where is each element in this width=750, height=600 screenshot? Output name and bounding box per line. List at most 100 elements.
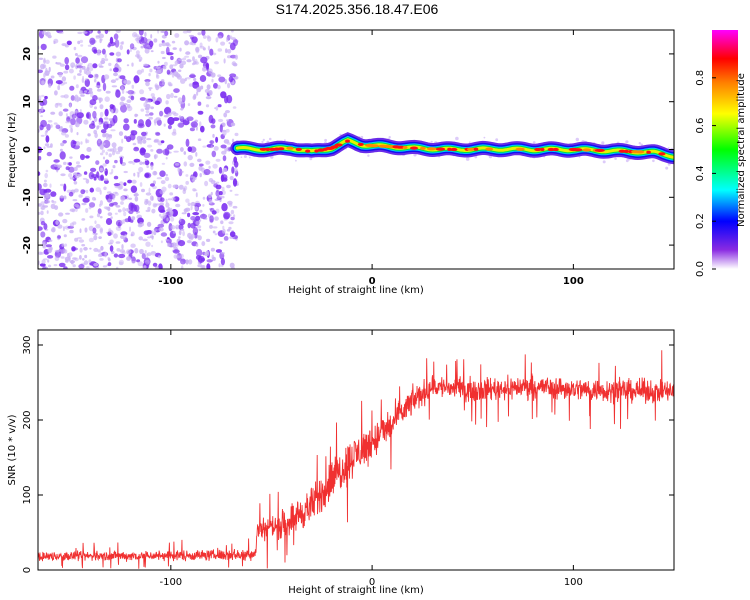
noise-blob [77, 73, 82, 76]
noise-blob [134, 113, 138, 118]
noise-blob [119, 44, 124, 51]
noise-blob [115, 78, 119, 81]
noise-blob [222, 225, 225, 230]
noise-blob [174, 60, 179, 65]
noise-blob [80, 153, 85, 161]
noise-blob [84, 90, 88, 93]
band-haze [465, 157, 470, 161]
noise-blob [167, 116, 175, 126]
y-tick-label: 200 [22, 410, 33, 429]
noise-blob [153, 139, 159, 143]
band-peak [473, 147, 479, 151]
noise-blob [104, 108, 109, 117]
noise-blob [184, 207, 191, 212]
noise-blob [88, 225, 94, 232]
noise-blob [41, 80, 45, 85]
noise-blob [148, 187, 151, 194]
noise-blob [78, 194, 83, 198]
noise-blob [195, 192, 198, 198]
noise-blob [165, 42, 170, 47]
noise-blob [76, 116, 83, 125]
noise-blob [112, 165, 116, 169]
noise-blob [59, 151, 66, 160]
noise-blob [74, 174, 80, 179]
noise-blob [38, 57, 44, 60]
noise-blob [223, 58, 226, 64]
noise-blob [69, 260, 76, 264]
noise-blob [199, 209, 203, 213]
band-peak [624, 149, 629, 153]
noise-blob [186, 77, 191, 80]
noise-blob [208, 165, 211, 169]
noise-blob [205, 160, 211, 165]
noise-blob [87, 133, 91, 137]
noise-blob [130, 185, 138, 193]
noise-blob [89, 30, 92, 33]
noise-blob [175, 255, 181, 259]
band-peak [450, 147, 458, 152]
noise-blob [50, 124, 53, 128]
noise-blob [99, 144, 104, 150]
noise-blob [115, 266, 119, 269]
noise-blob [189, 175, 196, 179]
noise-blob [165, 100, 169, 105]
spectrogram-noise-scatter [38, 30, 239, 269]
noise-blob [199, 213, 208, 219]
noise-blob [227, 82, 231, 89]
noise-blob [178, 236, 181, 239]
noise-blob [142, 139, 147, 144]
noise-blob [43, 223, 48, 230]
noise-blob [71, 113, 77, 119]
noise-blob [115, 151, 121, 155]
noise-blob [116, 248, 121, 252]
band-haze [455, 136, 459, 141]
noise-blob [139, 89, 145, 95]
noise-blob [54, 163, 59, 168]
noise-blob [143, 63, 149, 67]
noise-blob [54, 90, 58, 96]
band-haze [469, 141, 471, 144]
band-peak [552, 147, 559, 152]
noise-blob [46, 123, 51, 131]
band-haze [667, 147, 670, 149]
noise-blob [63, 94, 69, 99]
band-peak [402, 145, 408, 150]
noise-blob [63, 195, 67, 200]
noise-blob [153, 154, 159, 159]
noise-blob [230, 122, 236, 127]
noise-blob [228, 42, 231, 45]
band-peak [426, 147, 437, 151]
noise-blob [146, 44, 151, 48]
noise-blob [225, 233, 229, 236]
noise-blob [147, 144, 153, 148]
noise-blob [174, 33, 180, 38]
noise-blob [110, 79, 116, 83]
noise-blob [44, 95, 48, 100]
noise-blob [157, 60, 160, 64]
noise-blob [185, 180, 189, 185]
noise-blob [172, 47, 177, 50]
noise-blob [145, 110, 150, 114]
spectrogram-y-axis-label: Frequency (Hz) [7, 112, 18, 188]
noise-blob [201, 241, 206, 247]
y-tick-label: 20 [22, 47, 33, 61]
noise-blob [212, 230, 216, 234]
noise-blob [131, 84, 135, 89]
noise-blob [161, 162, 166, 165]
noise-blob [209, 48, 214, 56]
noise-blob [171, 72, 175, 78]
noise-blob [82, 197, 90, 203]
noise-blob [86, 266, 90, 269]
noise-blob [138, 166, 144, 173]
noise-blob [120, 201, 124, 205]
band-haze [360, 135, 364, 139]
noise-blob [63, 161, 67, 165]
noise-blob [215, 190, 220, 197]
noise-blob [212, 133, 215, 138]
noise-blob [180, 258, 186, 265]
noise-blob [139, 182, 143, 187]
noise-blob [38, 69, 43, 74]
noise-blob [159, 110, 164, 117]
